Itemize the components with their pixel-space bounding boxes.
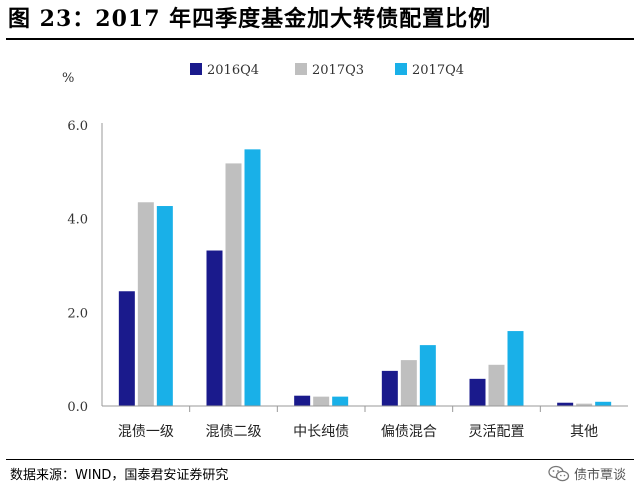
bar-2017Q3-4 xyxy=(488,364,505,406)
bar-2017Q4-5 xyxy=(595,401,612,406)
legend-label-2016Q4: 2016Q4 xyxy=(207,63,259,78)
bars xyxy=(118,149,612,406)
bar-2016Q4-2 xyxy=(294,395,311,406)
x-category-label: 混债二级 xyxy=(206,424,262,440)
bar-2016Q4-5 xyxy=(557,402,574,406)
y-axis-ticks: 0.0 2.0 4.0 6.0 xyxy=(67,119,88,415)
legend-swatch-2017Q3 xyxy=(295,63,307,75)
bar-2016Q4-0 xyxy=(118,291,135,406)
bar-2016Q4-1 xyxy=(206,250,223,406)
bar-2017Q4-4 xyxy=(507,331,524,406)
legend-label-2017Q4: 2017Q4 xyxy=(412,63,464,78)
bar-2017Q3-0 xyxy=(137,202,154,406)
x-category-label: 其他 xyxy=(570,424,598,440)
x-category-label: 偏债混合 xyxy=(381,424,437,440)
source-divider xyxy=(6,459,634,460)
x-category-label: 灵活配置 xyxy=(469,424,525,440)
y-tick-label: 0.0 xyxy=(67,400,88,415)
legend-label-2017Q3: 2017Q3 xyxy=(312,63,364,78)
bar-2017Q4-2 xyxy=(332,396,349,406)
y-tick-label: 4.0 xyxy=(67,213,88,228)
axes xyxy=(101,123,628,412)
bar-chart: 2016Q4 2017Q3 2017Q4 % 0.02.04.06.0 混债一级 混债… xyxy=(62,63,628,440)
bar-2017Q4-1 xyxy=(244,149,261,406)
chart-title: 图 23：2017 年四季度基金加大转债配置比例 xyxy=(8,6,492,32)
x-axis-labels: 混债一级 混债二级 中长纯债 偏债混合 灵活配置 其他 xyxy=(118,424,598,440)
y-tick-label: 2.0 xyxy=(67,306,88,321)
bar-2016Q4-3 xyxy=(381,370,398,406)
bar-2017Q3-2 xyxy=(313,396,330,406)
bar-2017Q4-3 xyxy=(419,345,436,406)
bar-2017Q3-1 xyxy=(225,163,242,406)
x-category-label: 混债一级 xyxy=(118,424,174,440)
legend: 2016Q4 2017Q3 2017Q4 xyxy=(190,63,464,78)
y-axis-unit: % xyxy=(62,71,74,86)
x-category-label: 中长纯债 xyxy=(293,424,349,440)
bar-2016Q4-4 xyxy=(469,378,486,406)
wechat-icon xyxy=(548,465,570,481)
bar-2017Q3-3 xyxy=(400,360,417,406)
watermark: 债市覃谈 xyxy=(548,464,626,483)
bar-2017Q3-5 xyxy=(576,403,593,406)
title-divider xyxy=(6,38,634,40)
watermark-text: 债市覃谈 xyxy=(573,468,626,483)
bar-2017Q4-0 xyxy=(156,206,173,406)
legend-swatch-2016Q4 xyxy=(190,63,202,75)
source-note: 数据来源：WIND，国泰君安证券研究 xyxy=(10,468,229,483)
y-tick-label: 6.0 xyxy=(67,119,88,134)
legend-swatch-2017Q4 xyxy=(395,63,407,75)
